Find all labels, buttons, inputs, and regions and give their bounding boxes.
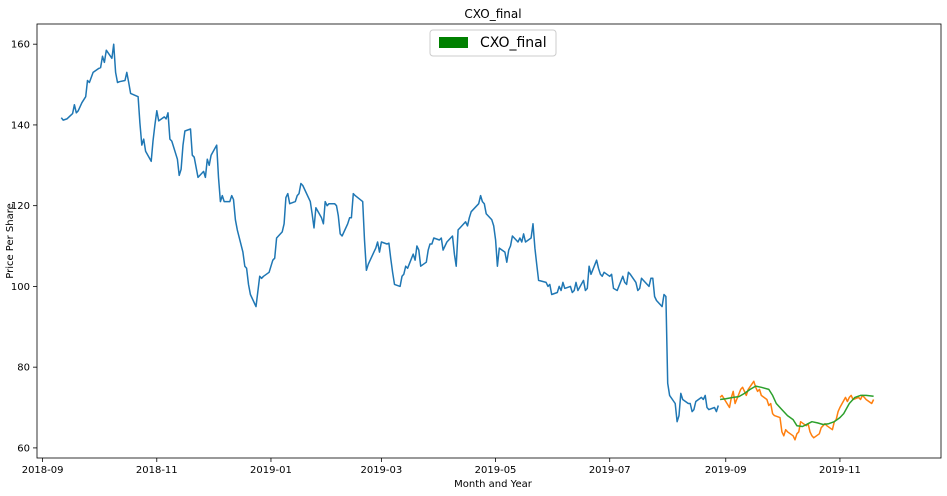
y-tick-label: 160 [11,40,30,51]
series-line-2 [719,380,875,441]
x-tick-label: 2019-09 [705,465,747,476]
y-axis: 60 80 100 120 140 160 [11,40,37,454]
x-tick-label: 2019-03 [360,465,402,476]
y-tick-label: 140 [11,120,30,131]
x-axis-label: Month and Year [454,479,533,490]
chart-title: CXO_final [464,7,521,21]
x-axis: 2018-09 2018-11 2019-01 2019-03 2019-05 2019-… [22,458,861,476]
x-tick-label: 2019-07 [589,465,631,476]
series-layer [60,43,875,441]
legend: CXO_final [429,29,557,57]
x-tick-label: 2019-05 [475,465,517,476]
legend-box [429,29,557,57]
plot-area [36,23,942,459]
y-axis-label: Price Per Share [5,203,16,279]
x-tick-label: 2018-09 [22,465,64,476]
legend-swatch [439,37,468,48]
series-line-1 [60,43,720,423]
y-tick-label: 60 [17,443,30,454]
y-tick-label: 120 [11,201,30,212]
legend-label: CXO_final [480,35,547,51]
x-tick-label: 2019-11 [819,465,861,476]
x-tick-label: 2019-01 [250,465,292,476]
x-tick-label: 2018-11 [136,465,178,476]
series-line-3 [719,385,874,428]
y-tick-label: 80 [17,363,30,374]
y-tick-label: 100 [11,282,30,293]
